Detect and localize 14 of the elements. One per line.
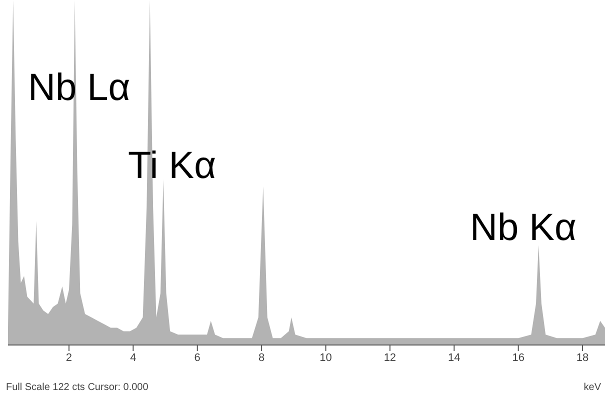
x-axis-title: keV [584,382,601,393]
x-tick-label: 14 [448,352,460,364]
annotation: Nb Kα [470,207,576,249]
x-tick-label: 4 [130,352,136,364]
x-tick-label: 8 [258,352,265,364]
annotation: Nb Lα [28,67,130,109]
x-tick-label: 18 [576,352,589,364]
x-tick-label: 2 [66,352,72,364]
annotation: Ti Kα [128,145,216,187]
x-tick-label: 12 [384,352,396,364]
text: Full Scale 122 cts Cursor: 0.000 [6,382,148,393]
x-tick-label: 6 [194,352,200,364]
x-tick-label: 16 [512,352,524,364]
x-tick-label: 10 [320,352,332,364]
